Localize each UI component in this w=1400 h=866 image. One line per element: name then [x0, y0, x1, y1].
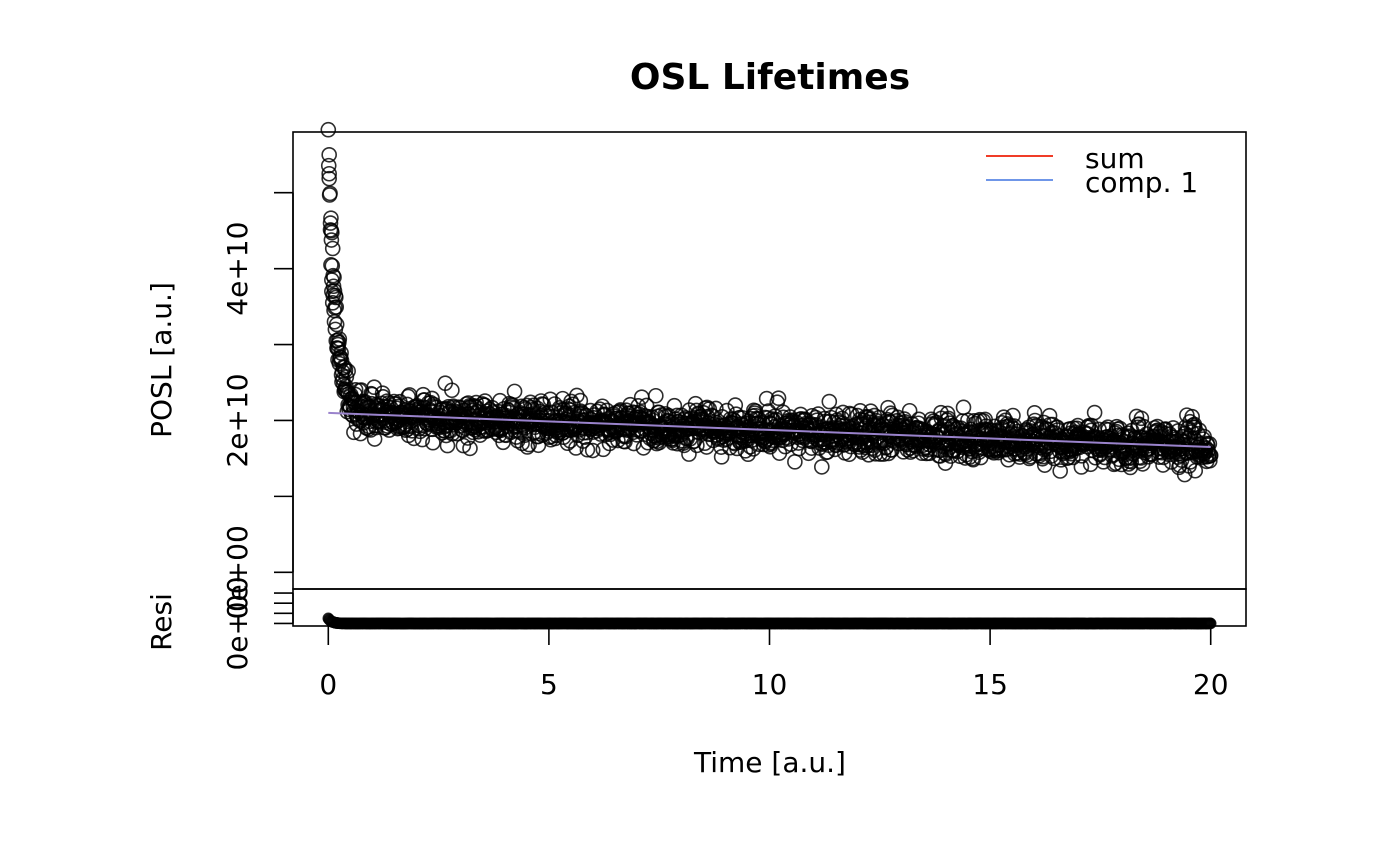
data-point-24	[322, 185, 338, 202]
data-point-20	[320, 121, 337, 138]
data-point-326	[455, 437, 472, 454]
data-point-2	[322, 215, 339, 231]
data-point-0	[321, 146, 337, 163]
data-point-1571	[1005, 407, 1021, 424]
data-point-61	[338, 369, 355, 385]
series-line-0	[328, 411, 1211, 449]
residual-tick-label-0: 0e+00	[221, 576, 254, 670]
data-point-2019	[1202, 447, 1219, 464]
y-axis-label: POSL [a.u.]	[145, 282, 178, 438]
x-tick-label-1: 5	[540, 668, 558, 701]
data-point-1654	[1041, 407, 1058, 424]
data-point-37	[327, 289, 344, 306]
data-point-730	[633, 389, 650, 405]
data-point-1620	[1026, 405, 1043, 421]
data-point-257	[425, 434, 441, 451]
x-tick-label-0: 0	[319, 668, 337, 701]
main-plot-frame	[292, 131, 1247, 590]
data-point-1960	[1176, 466, 1193, 483]
data-point-233	[414, 431, 431, 448]
data-point-21	[320, 157, 337, 174]
data-point-692	[617, 433, 633, 450]
legend: sum comp. 1	[986, 142, 1198, 199]
data-point-523	[542, 391, 559, 408]
y-tick-label-2: 2e+10	[221, 373, 254, 467]
legend-label-sum: sum	[1085, 142, 1145, 175]
data-point-1040	[770, 390, 787, 406]
chart-title: OSL Lifetimes	[630, 57, 910, 98]
x-tick-label-3: 15	[972, 668, 1008, 701]
data-point-38	[328, 299, 345, 315]
data-point-1756	[1086, 404, 1103, 421]
data-point-1013	[758, 390, 775, 407]
y-axis: 0e+00 2e+10 4e+10	[221, 191, 294, 619]
x-axis: 0 5 10 15 20	[319, 625, 1229, 701]
data-point-855	[689, 437, 705, 454]
data-point-852	[687, 395, 704, 412]
data-point-1678	[1052, 463, 1068, 479]
fit-lines	[328, 411, 1211, 449]
data-point-355	[468, 394, 484, 411]
data-point-1726	[1073, 459, 1090, 475]
data-point-144	[375, 389, 391, 405]
data-point-39	[328, 316, 345, 333]
data-point-619	[584, 442, 601, 459]
data-point-971	[740, 446, 756, 463]
data-point-2016	[1201, 435, 1218, 452]
data-point-30	[324, 240, 341, 257]
residual-y-axis: 0e+00	[221, 576, 294, 671]
data-point-883	[701, 401, 718, 417]
data-point-124	[366, 379, 383, 396]
legend-label-comp-1: comp. 1	[1085, 166, 1198, 199]
data-point-341	[462, 440, 478, 457]
data-point-54	[335, 359, 352, 376]
data-point-2017	[1202, 452, 1218, 469]
data-point-1077	[787, 454, 803, 470]
data-point-1138	[814, 459, 830, 475]
data-point-59	[337, 362, 354, 379]
data-point-911	[713, 449, 730, 465]
data-point-1	[321, 165, 337, 182]
data-point-762	[648, 387, 664, 404]
data-point-27	[323, 232, 340, 248]
data-point-471	[519, 439, 536, 455]
x-tick-label-4: 20	[1193, 668, 1229, 701]
residual-points	[322, 612, 1217, 630]
data-point-43	[330, 340, 347, 357]
residual-y-axis-label: Resi	[145, 593, 178, 651]
data-point-29	[324, 257, 341, 274]
data-point-300	[444, 382, 460, 399]
data-point-1469	[960, 412, 976, 429]
data-point-641	[594, 398, 611, 415]
data-point-1155	[821, 393, 838, 410]
y-tick-label-4: 4e+10	[221, 222, 254, 316]
data-point-1086	[791, 440, 807, 457]
data-point-607	[579, 441, 596, 458]
data-point-1459	[955, 399, 972, 416]
x-tick-label-2: 10	[752, 668, 788, 701]
y-tick-label-0: 0e+00	[221, 525, 254, 619]
data-points	[320, 121, 1219, 483]
data-point-28	[324, 224, 340, 241]
data-point-1977	[1184, 408, 1200, 425]
data-point-50	[333, 352, 350, 369]
x-axis-label: Time [a.u.]	[693, 746, 846, 779]
data-point-583	[569, 387, 585, 404]
data-point-1186	[835, 404, 851, 421]
data-point-2012	[1199, 437, 1216, 454]
data-point-442	[506, 383, 523, 400]
data-point-255	[424, 390, 440, 407]
data-point-878	[699, 399, 715, 416]
data-point-1862	[1133, 410, 1150, 427]
data-point-704	[622, 396, 639, 413]
data-point-591	[572, 392, 589, 409]
data-point-570	[563, 393, 579, 410]
